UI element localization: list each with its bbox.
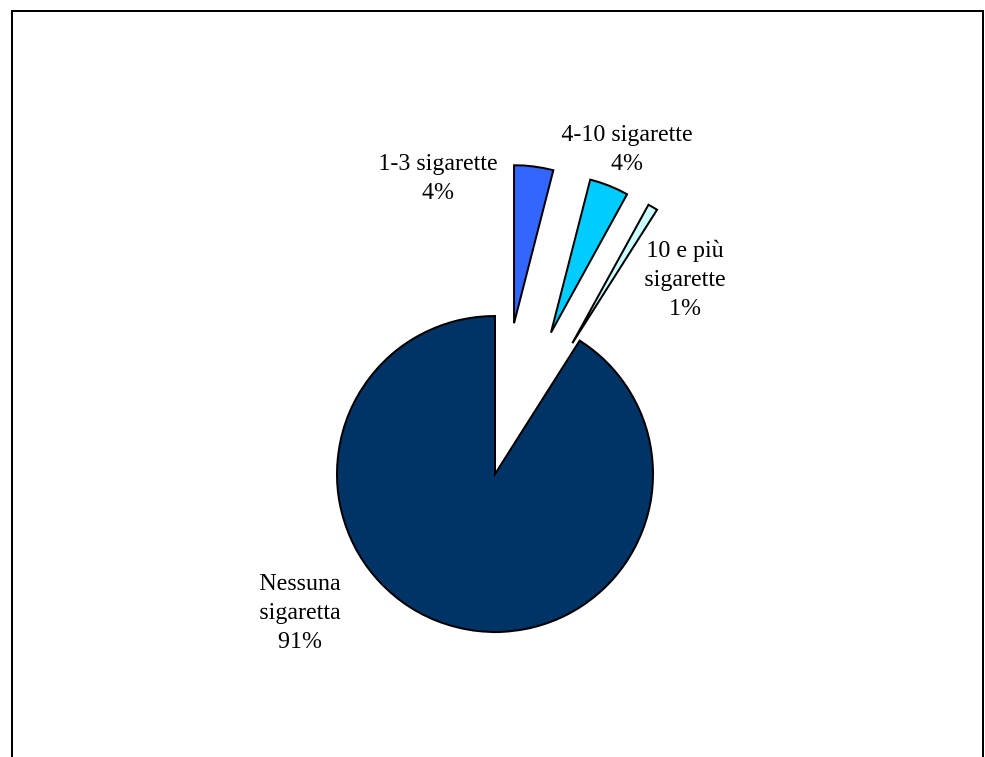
slice-label-4: 10 e più sigarette 1% bbox=[644, 237, 725, 321]
slice-name-label: 4-10 sigarette bbox=[561, 121, 692, 147]
slice-name-label: 1-3 sigarette bbox=[378, 150, 497, 176]
slice-value-label: 1% bbox=[669, 295, 701, 321]
pie-slices bbox=[336, 164, 659, 633]
slice-name-label: sigarette bbox=[644, 266, 725, 292]
pie-slice-4 bbox=[571, 203, 659, 344]
slice-value-label: 4% bbox=[422, 179, 454, 205]
pie-slice-3 bbox=[549, 178, 629, 334]
slice-name-label: sigaretta bbox=[259, 599, 341, 625]
slice-value-label: 91% bbox=[278, 628, 322, 654]
slice-name-label: Nessuna bbox=[259, 570, 341, 596]
pie-labels: Nessuna sigaretta 91%1-3 sigarette 4%4-10 s… bbox=[259, 121, 725, 654]
pie-slice-1 bbox=[336, 314, 654, 633]
slice-label-3: 4-10 sigarette 4% bbox=[561, 121, 692, 176]
slice-name-label: 10 e più bbox=[646, 237, 723, 263]
pie-slice-2 bbox=[513, 164, 555, 324]
slice-value-label: 4% bbox=[611, 150, 643, 176]
slice-label-2: 1-3 sigarette 4% bbox=[378, 150, 497, 205]
slice-label-1: Nessuna sigaretta 91% bbox=[259, 570, 341, 654]
